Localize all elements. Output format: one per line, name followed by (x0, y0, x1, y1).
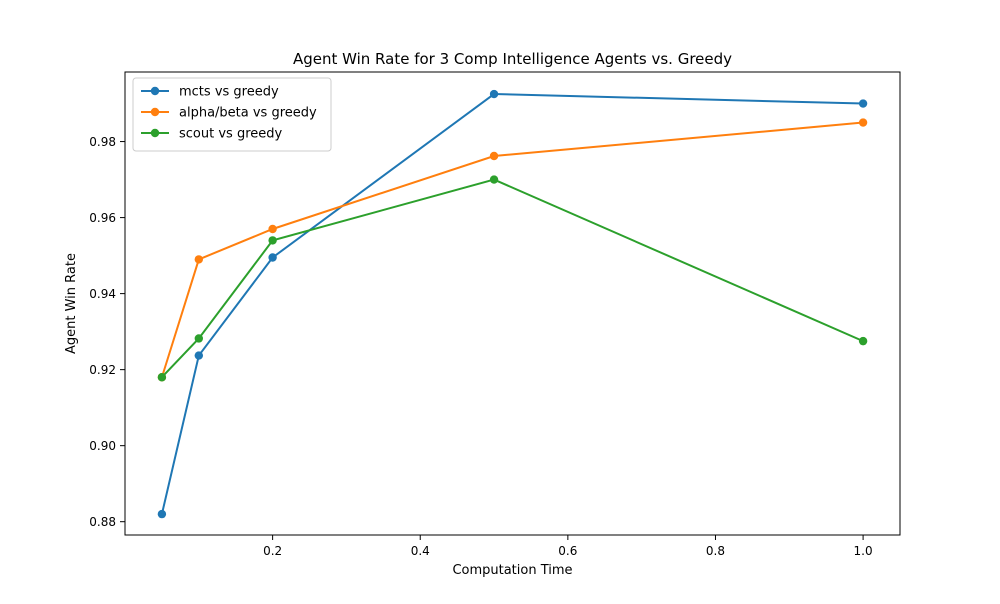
chart-title: Agent Win Rate for 3 Comp Intelligence A… (293, 50, 732, 68)
legend-marker (150, 86, 160, 96)
legend-label: alpha/beta vs greedy (179, 106, 317, 121)
legend-item: mcts vs greedy (141, 85, 279, 100)
y-tick-label: 0.88 (89, 515, 116, 529)
data-point (157, 373, 167, 382)
legend-marker (150, 128, 160, 138)
data-point (858, 99, 868, 108)
legend-item: alpha/beta vs greedy (141, 106, 317, 121)
x-axis-label: Computation Time (452, 563, 572, 578)
data-point (268, 224, 277, 234)
data-point (194, 334, 204, 343)
y-tick-label: 0.98 (89, 135, 116, 149)
series-2 (157, 175, 868, 382)
x-axis: 0.2 0.4 0.6 0.8 1.0 (263, 535, 873, 558)
plot-frame (124, 71, 901, 536)
x-tick-label: 0.6 (558, 544, 577, 558)
data-point (268, 253, 277, 262)
y-axis-label: Agent Win Rate (64, 253, 79, 354)
legend-label: scout vs greedy (179, 127, 283, 142)
x-tick-label: 0.8 (706, 544, 725, 558)
series-layer (157, 89, 868, 519)
series-0 (157, 89, 868, 519)
y-tick-label: 0.96 (89, 211, 116, 225)
legend-label: mcts vs greedy (179, 85, 279, 100)
y-axis: 0.88 0.90 0.92 0.94 0.96 0.98 (89, 135, 125, 529)
data-point (194, 351, 204, 360)
data-point (858, 336, 868, 346)
data-point (194, 255, 204, 264)
data-point (157, 509, 167, 519)
data-point (489, 151, 499, 161)
y-tick-label: 0.92 (89, 363, 116, 377)
data-point (858, 118, 868, 127)
legend-marker (150, 107, 160, 117)
legend-box (132, 77, 332, 152)
data-point (489, 175, 499, 184)
x-tick-label: 1.0 (854, 544, 873, 558)
data-point (268, 236, 277, 245)
y-tick-label: 0.90 (89, 439, 116, 453)
x-tick-label: 0.4 (411, 544, 430, 558)
legend: mcts vs greedy alpha/beta vs greedy scout … (132, 77, 332, 152)
legend-item: scout vs greedy (141, 127, 283, 142)
x-tick-label: 0.2 (263, 544, 282, 558)
y-tick-label: 0.94 (89, 287, 116, 301)
data-point (489, 89, 499, 99)
